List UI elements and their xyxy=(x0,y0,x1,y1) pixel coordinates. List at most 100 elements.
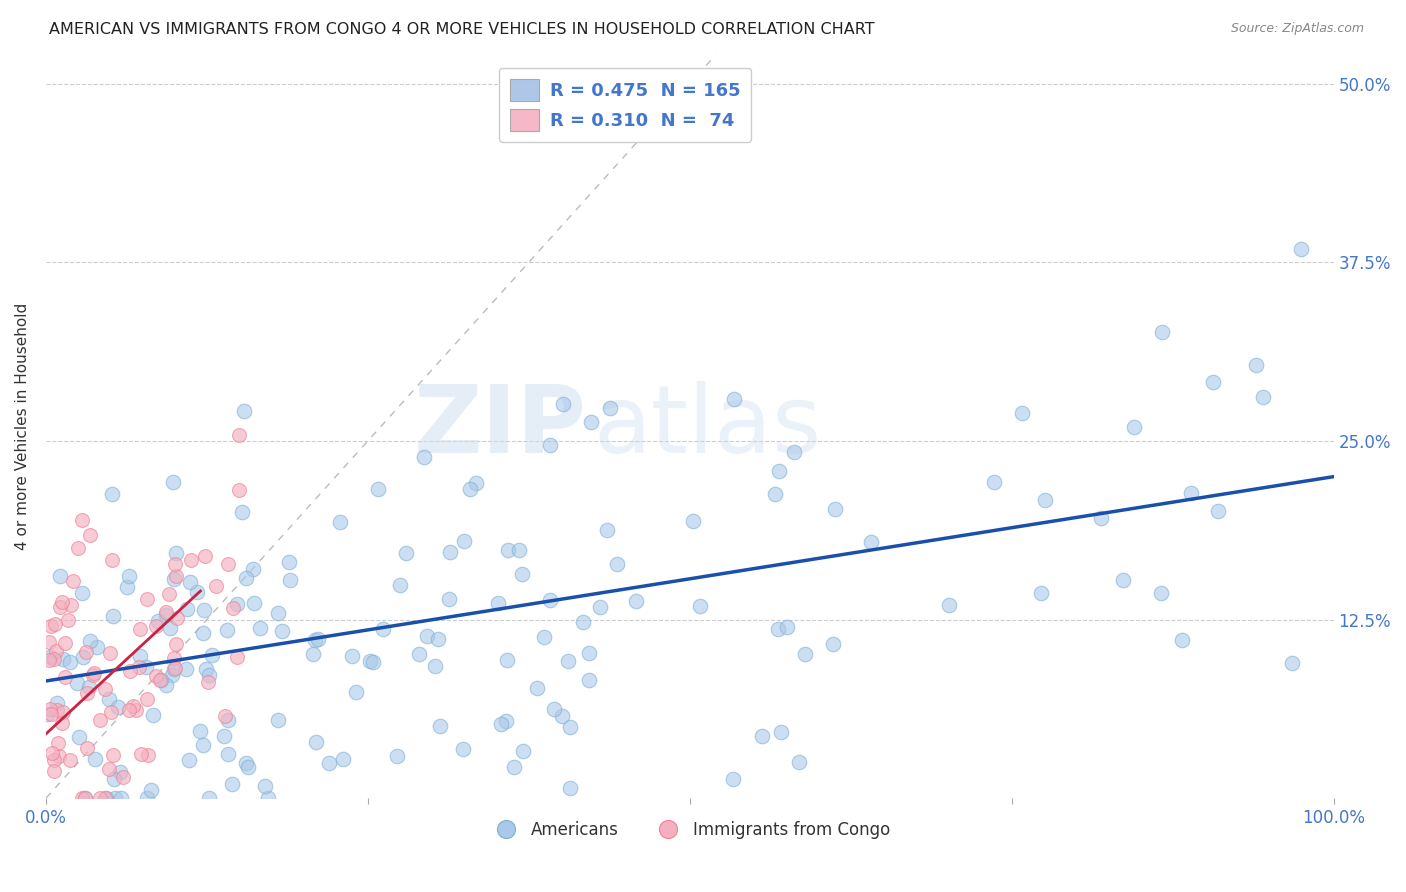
Point xyxy=(122,699,145,714)
Point xyxy=(104,791,127,805)
Point xyxy=(66,676,89,690)
Point xyxy=(267,606,290,620)
Point xyxy=(93,791,115,805)
Point xyxy=(859,535,882,549)
Point xyxy=(543,702,565,716)
Point xyxy=(107,700,129,714)
Point xyxy=(163,572,186,586)
Point xyxy=(52,705,75,719)
Point xyxy=(101,487,124,501)
Point xyxy=(110,791,132,805)
Point xyxy=(193,625,215,640)
Point xyxy=(496,543,519,558)
Point xyxy=(163,651,186,665)
Point xyxy=(1011,406,1033,420)
Point xyxy=(103,609,125,624)
Point xyxy=(233,404,256,418)
Point xyxy=(98,692,121,706)
Point xyxy=(596,523,619,537)
Point xyxy=(38,649,60,664)
Point xyxy=(118,568,141,582)
Point xyxy=(38,653,60,667)
Point xyxy=(159,621,181,635)
Point xyxy=(453,533,475,548)
Point xyxy=(146,614,169,628)
Point xyxy=(789,755,811,769)
Point xyxy=(1090,510,1112,524)
Point xyxy=(367,483,389,497)
Point xyxy=(769,725,792,739)
Point xyxy=(243,596,266,610)
Point xyxy=(160,667,183,681)
Point xyxy=(215,623,238,637)
Point xyxy=(37,706,59,721)
Point xyxy=(278,555,301,569)
Point xyxy=(1201,376,1223,390)
Point xyxy=(579,415,602,429)
Point xyxy=(100,646,122,660)
Point xyxy=(689,599,711,613)
Point xyxy=(361,656,384,670)
Point xyxy=(589,599,612,614)
Point xyxy=(66,541,89,556)
Point xyxy=(776,620,799,634)
Point xyxy=(572,615,595,629)
Point xyxy=(83,666,105,681)
Point xyxy=(416,629,439,643)
Point xyxy=(48,748,70,763)
Point xyxy=(1251,390,1274,404)
Point xyxy=(228,427,250,442)
Point xyxy=(496,653,519,667)
Point xyxy=(332,752,354,766)
Point xyxy=(486,596,509,610)
Point xyxy=(205,578,228,592)
Point xyxy=(558,720,581,734)
Point xyxy=(83,752,105,766)
Point xyxy=(52,652,75,666)
Point xyxy=(464,475,486,490)
Point xyxy=(141,707,163,722)
Point xyxy=(188,724,211,739)
Point xyxy=(76,741,98,756)
Point xyxy=(53,670,76,684)
Point xyxy=(48,600,70,615)
Point xyxy=(42,652,65,666)
Point xyxy=(427,632,450,646)
Point xyxy=(794,647,817,661)
Point xyxy=(394,545,416,559)
Point xyxy=(177,754,200,768)
Point xyxy=(136,692,159,706)
Point xyxy=(307,632,329,647)
Point xyxy=(429,719,451,733)
Point xyxy=(318,756,340,771)
Point xyxy=(129,747,152,761)
Point xyxy=(526,681,548,695)
Point xyxy=(38,635,60,649)
Point xyxy=(149,673,172,688)
Point xyxy=(242,562,264,576)
Point xyxy=(193,603,215,617)
Point xyxy=(751,729,773,743)
Point xyxy=(145,618,167,632)
Point xyxy=(266,713,288,727)
Point xyxy=(176,601,198,615)
Point xyxy=(340,648,363,663)
Point xyxy=(551,709,574,723)
Point xyxy=(180,553,202,567)
Point xyxy=(136,791,159,805)
Point xyxy=(128,660,150,674)
Point xyxy=(538,438,561,452)
Point xyxy=(112,770,135,784)
Point xyxy=(1150,326,1173,340)
Point xyxy=(533,630,555,644)
Point xyxy=(51,716,73,731)
Point xyxy=(254,779,277,793)
Point xyxy=(408,647,430,661)
Point xyxy=(538,593,561,607)
Point xyxy=(1281,657,1303,671)
Point xyxy=(226,597,249,611)
Point xyxy=(125,703,148,717)
Point xyxy=(194,549,217,563)
Point xyxy=(76,686,98,700)
Point xyxy=(1289,243,1312,257)
